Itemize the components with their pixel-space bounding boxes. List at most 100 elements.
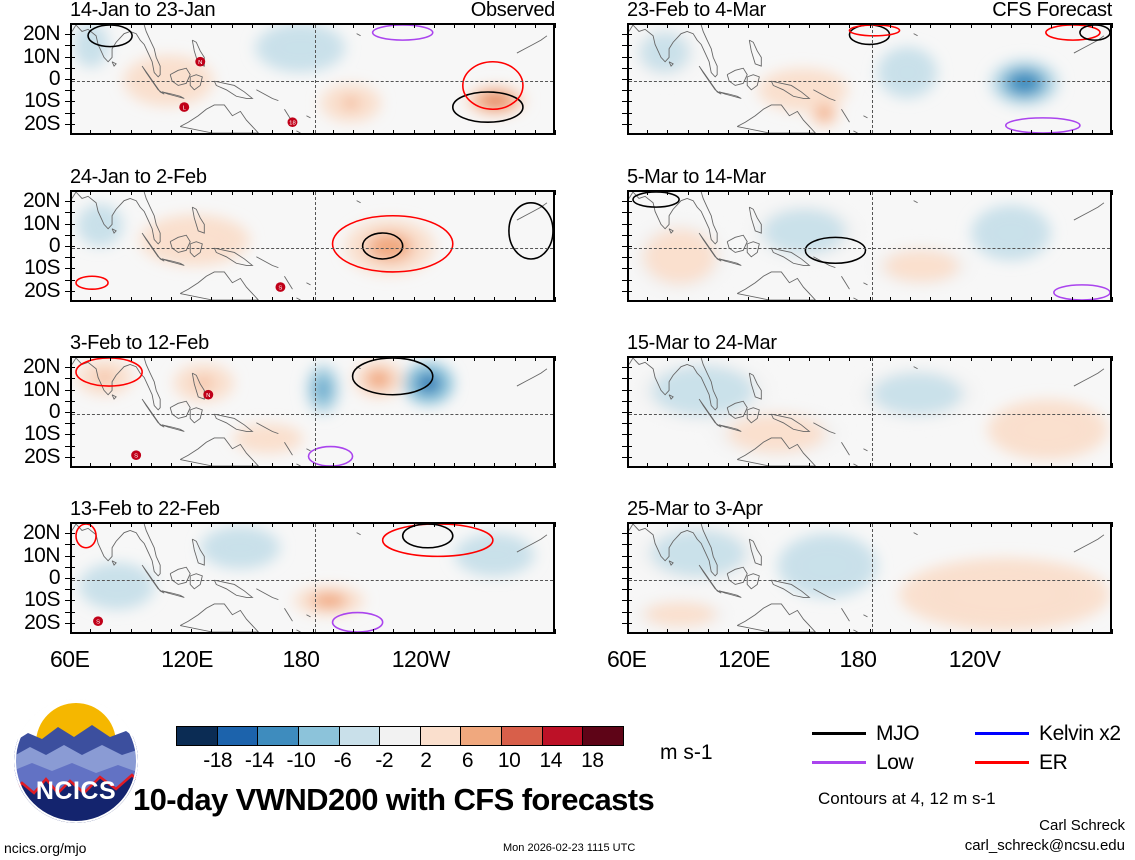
legend-label: Low — [876, 751, 914, 774]
y-axis-label: 20N — [22, 22, 61, 46]
map-shading-canvas — [629, 25, 1110, 133]
map-panel-7: 15-Mar to 24-Mar — [622, 333, 1113, 468]
x-axis-label: 120V — [948, 646, 1001, 672]
storm-symbol-icon: 18 — [287, 117, 298, 128]
map-shading-canvas: S — [72, 192, 553, 300]
ncics-logo-text: NCICS — [35, 777, 117, 805]
y-axis-label: 10S — [24, 588, 60, 612]
colorbar-swatch-8 — [501, 726, 543, 746]
equator-line — [72, 248, 553, 249]
colorbar-tick-label: -18 — [203, 749, 233, 772]
map-frame — [627, 356, 1112, 468]
legend-label: Kelvin x2 — [1039, 722, 1121, 745]
y-axis-label: 20S — [24, 610, 60, 634]
generation-timestamp: Mon 2026-02-23 1115 UTC — [503, 842, 636, 854]
coastlines — [72, 358, 548, 466]
dateline — [314, 25, 316, 133]
legend-item-kelvin-x2: Kelvin x2 — [975, 723, 1121, 744]
panel-title: 13-Feb to 22-Feb — [70, 498, 220, 520]
legend-line-icon — [975, 732, 1029, 735]
storm-symbol-icon: S — [93, 616, 104, 627]
x-axis-label: 120W — [391, 646, 451, 672]
y-axis-label: 20N — [22, 521, 61, 545]
colorbar-tick-label: 6 — [461, 749, 474, 772]
colorbar-swatch-5 — [379, 726, 421, 746]
svg-text:N: N — [206, 393, 210, 399]
legend-line-icon — [975, 761, 1029, 764]
map-panel-8: 25-Mar to 3-Apr — [622, 499, 1113, 634]
ncics-logo-icon — [14, 699, 138, 823]
coastlines — [72, 192, 548, 300]
map-shading-canvas: NS — [72, 358, 553, 466]
map-shading-canvas: N L 18 — [72, 25, 553, 133]
legend-line-icon — [812, 761, 866, 764]
panel-title: 14-Jan to 23-Jan — [70, 0, 216, 21]
coastlines — [629, 25, 1105, 133]
site-url: ncics.org/mjo — [4, 840, 87, 856]
equator-line — [72, 81, 553, 82]
y-axis-label: 0 — [48, 400, 61, 423]
coastlines — [72, 524, 548, 632]
y-axis-label: 0 — [48, 234, 61, 257]
svg-text:18: 18 — [289, 121, 296, 127]
map-frame — [627, 190, 1112, 302]
legend-item-mjo: MJO — [812, 722, 920, 745]
legend-label: MJO — [876, 722, 920, 745]
colorbar — [176, 726, 634, 746]
storm-symbol-icon: N — [195, 56, 206, 67]
y-axis-label: 10N — [22, 543, 61, 567]
dateline — [871, 524, 873, 632]
legend-item-low: Low — [812, 751, 914, 774]
y-axis-label: 20S — [24, 278, 60, 302]
x-axis-label: 120E — [718, 646, 770, 672]
equator-line — [629, 414, 1110, 415]
legend-item-er: ER — [975, 752, 1068, 773]
colorbar-units: m s-1 — [660, 741, 713, 764]
colorbar-swatch-2 — [257, 726, 299, 746]
map-frame: S — [70, 190, 555, 302]
equator-line — [629, 81, 1110, 82]
wave-contours — [87, 25, 524, 123]
y-axis-label: 10S — [24, 256, 60, 280]
map-panel-3: 3-Feb to 12-Feb N S — [65, 333, 556, 468]
x-axis-label: 180 — [282, 646, 320, 672]
y-axis-label: 10N — [22, 377, 61, 401]
author-email: carl_schreck@ncsu.edu — [964, 837, 1125, 854]
y-axis-label: 10N — [22, 211, 61, 235]
storm-symbol-icon: L — [179, 102, 190, 112]
panel-title: 23-Feb to 4-Mar — [627, 0, 766, 21]
map-frame — [627, 522, 1112, 634]
panel-title: 15-Mar to 24-Mar — [627, 332, 777, 354]
wave-contours — [75, 202, 553, 290]
colorbar-tick-label: 2 — [420, 749, 432, 772]
legend-line-icon — [812, 732, 866, 735]
panel-column-header: Observed — [470, 0, 556, 21]
y-axis-label: 10N — [22, 44, 61, 68]
author-name: Carl Schreck — [1039, 817, 1125, 834]
x-axis-label: 120E — [161, 646, 213, 672]
svg-text:S: S — [134, 454, 138, 460]
storm-symbol-icon: S — [131, 450, 142, 461]
colorbar-swatch-4 — [338, 726, 381, 746]
map-panel-4: 13-Feb to 22-Feb S — [65, 499, 556, 634]
dateline — [314, 358, 316, 466]
x-axis-label: 60E — [50, 646, 90, 672]
panel-title: 5-Mar to 14-Mar — [627, 166, 766, 188]
dateline — [871, 25, 873, 133]
colorbar-tick-label: -14 — [244, 749, 274, 772]
colorbar-swatch-6 — [419, 726, 462, 746]
map-frame — [627, 23, 1112, 135]
equator-line — [72, 580, 553, 581]
dateline — [871, 192, 873, 300]
dateline — [871, 358, 873, 466]
ncics-logo: NCICS — [12, 697, 140, 825]
x-axis-label: 180 — [839, 646, 877, 672]
y-axis-label: 20S — [24, 444, 60, 468]
coastlines — [629, 358, 1105, 466]
panel-title: 3-Feb to 12-Feb — [70, 332, 209, 354]
map-shading-canvas — [629, 358, 1110, 466]
y-axis-label: 20N — [22, 189, 61, 213]
equator-line — [629, 248, 1110, 249]
map-frame: S — [70, 522, 555, 634]
